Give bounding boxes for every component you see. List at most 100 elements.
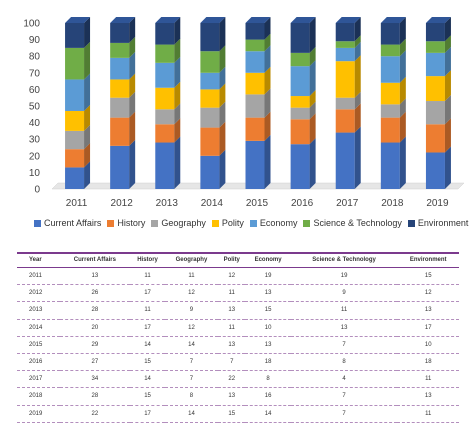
bar-segment-side xyxy=(174,136,181,189)
bar-segment xyxy=(290,96,310,108)
table-cell: 11 xyxy=(290,301,398,320)
bar-segment-side xyxy=(399,98,406,118)
bar-segment xyxy=(380,142,400,189)
bar-segment xyxy=(290,52,310,67)
bar-segment-side xyxy=(399,111,406,143)
legend-swatch xyxy=(151,219,159,227)
table-cell: 7 xyxy=(164,370,219,389)
table-cell: 18 xyxy=(397,353,459,372)
bar-segment xyxy=(155,87,175,110)
bar-segment xyxy=(425,41,445,53)
y-tick-label: 80 xyxy=(29,52,41,63)
bar-segment-side xyxy=(264,45,271,73)
bar-segment xyxy=(200,23,220,52)
legend-item: Geography xyxy=(151,218,206,228)
bar-segment-side xyxy=(309,46,316,67)
x-tick-label: 2012 xyxy=(111,198,134,209)
bar-segment-side xyxy=(84,73,91,111)
bar-segment xyxy=(335,23,355,42)
bar-segment-side xyxy=(399,50,406,83)
table-cell: 15 xyxy=(218,405,246,423)
bar-segment-side xyxy=(309,101,316,120)
bar-segment xyxy=(110,23,130,43)
bar-top xyxy=(290,17,316,23)
y-tick-label: 70 xyxy=(29,68,41,79)
table-row: 2014 20 17 12 11 10 13 17 xyxy=(17,319,459,337)
table-cell: 28 xyxy=(59,301,131,320)
table-header-cell: Polity xyxy=(218,252,246,268)
bar-segment-side xyxy=(309,60,316,97)
bar-segment-side xyxy=(399,38,406,57)
table-cell: 12 xyxy=(164,319,219,337)
bar-segment-side xyxy=(129,73,136,98)
table-row: 2012 26 17 12 11 13 9 12 xyxy=(17,284,459,303)
bar-segment xyxy=(425,152,445,189)
bar-segment-side xyxy=(444,35,451,53)
table-cell: 13 xyxy=(397,387,459,406)
table-header-cell: Geography xyxy=(164,252,219,268)
bar-segment xyxy=(380,82,400,105)
bar-segment xyxy=(290,144,310,189)
bar-segment xyxy=(335,41,355,48)
table-cell: 9 xyxy=(290,284,398,303)
legend-label: Polity xyxy=(221,218,244,228)
bar-segment xyxy=(155,142,175,189)
y-tick-label: 20 xyxy=(29,151,41,162)
x-tick-label: 2017 xyxy=(336,198,359,209)
table-cell: 22 xyxy=(59,405,131,423)
table-row: 2018 28 15 8 13 16 7 13 xyxy=(17,387,459,406)
bar-top xyxy=(155,17,181,23)
table-row: 2016 27 15 7 7 18 8 18 xyxy=(17,353,459,372)
table-cell: 7 xyxy=(164,353,219,372)
bar-segment xyxy=(245,94,265,118)
bar-segment-side xyxy=(264,17,271,40)
bar-top xyxy=(425,17,451,23)
bar-segment-side xyxy=(399,17,406,45)
table-cell: 2013 xyxy=(17,301,60,320)
legend-item: Economy xyxy=(249,218,297,228)
y-tick-label: 50 xyxy=(29,102,41,113)
bar-segment-side xyxy=(264,33,271,52)
bar-segment-side xyxy=(219,17,226,52)
bar-segment xyxy=(290,107,310,120)
y-tick-label: 100 xyxy=(23,19,40,30)
bar-segment-side xyxy=(444,17,451,42)
x-tick-label: 2016 xyxy=(291,198,314,209)
bar-segment xyxy=(335,97,355,110)
table-cell: 14 xyxy=(130,336,165,354)
bar-segment xyxy=(65,79,85,111)
table-cell: 2015 xyxy=(17,336,60,354)
legend-swatch xyxy=(211,219,219,227)
bar-segment-side xyxy=(129,17,136,43)
table-row: 2015 29 14 14 13 13 7 10 xyxy=(17,336,459,354)
bar-segment-side xyxy=(174,81,181,110)
y-tick-label: 10 xyxy=(29,168,41,179)
table-cell: 15 xyxy=(397,267,459,286)
table-cell: 22 xyxy=(218,370,246,389)
table-cell: 8 xyxy=(290,353,398,372)
table-header-row: Year Current Affairs History Geography Polit… xyxy=(17,252,459,268)
bar-segment-side xyxy=(129,51,136,80)
bar-segment xyxy=(110,79,130,98)
bar-segment xyxy=(290,119,310,145)
legend-label: Current Affairs xyxy=(44,218,102,228)
table-cell: 11 xyxy=(218,319,246,337)
bar-segment-side xyxy=(444,146,451,189)
bar-segment-side xyxy=(399,136,406,189)
bar-segment-side xyxy=(84,124,91,150)
bar-segment xyxy=(200,107,220,128)
table-cell: 2017 xyxy=(17,370,60,389)
chart-legend: Current Affairs History Geography Polity Eco… xyxy=(34,218,474,228)
bar-segment xyxy=(65,110,85,131)
legend-swatch xyxy=(34,219,41,227)
bar-top xyxy=(200,17,226,23)
table-cell: 4 xyxy=(290,370,398,389)
bar-segment xyxy=(200,89,220,108)
legend-item: History xyxy=(107,218,145,228)
table-cell: 10 xyxy=(245,319,291,337)
bar-segment-side xyxy=(264,111,271,141)
table-cell: 2014 xyxy=(17,319,60,337)
bar-segment-side xyxy=(174,103,181,125)
table-cell: 2016 xyxy=(17,353,60,372)
table-cell: 13 xyxy=(245,336,291,354)
